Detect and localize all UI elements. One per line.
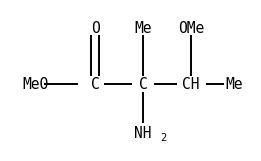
- Text: C: C: [139, 76, 147, 91]
- Text: CH: CH: [182, 76, 200, 91]
- Text: OMe: OMe: [178, 20, 204, 35]
- Text: Me: Me: [134, 20, 152, 35]
- Text: O: O: [91, 20, 99, 35]
- Text: C: C: [91, 76, 99, 91]
- Text: Me: Me: [225, 76, 243, 91]
- Text: NH: NH: [134, 126, 152, 141]
- Text: 2: 2: [160, 133, 166, 143]
- Text: MeO: MeO: [22, 76, 48, 91]
